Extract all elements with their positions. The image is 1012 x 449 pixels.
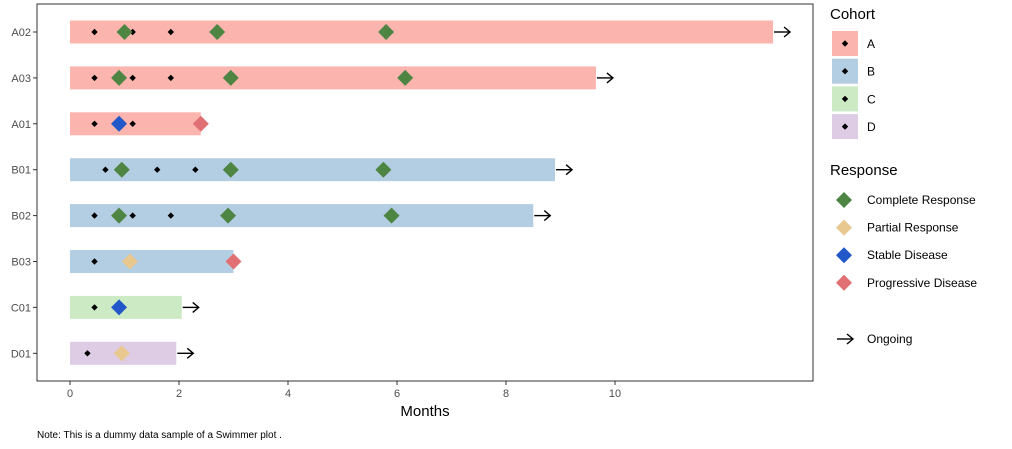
ongoing-arrow-C01 — [182, 301, 200, 313]
cohort-legend-item-B: B — [832, 58, 875, 84]
dose-marker-D01-0 — [84, 350, 91, 357]
cohort-legend-label-A: A — [867, 37, 875, 51]
response-legend-item-1: Partial Response — [836, 219, 959, 236]
response-marker-B02-0 — [111, 207, 128, 224]
dose-marker-B03-0 — [91, 258, 98, 265]
x-tick-label-2: 2 — [176, 388, 182, 400]
ongoing-legend-item: Ongoing — [837, 332, 912, 346]
dose-marker-A03-1 — [129, 74, 136, 82]
response-marker-B03-0 — [121, 253, 138, 270]
x-tick-label-4: 4 — [285, 388, 291, 400]
x-tick-label-8: 8 — [503, 388, 509, 400]
response-marker-D01-0 — [113, 345, 130, 362]
y-tick-label-A02: A02 — [11, 27, 31, 39]
response-marker-A03-1 — [222, 69, 239, 86]
cohort-legend-item-D: D — [832, 114, 876, 140]
cohort-legend-label-D: D — [867, 120, 876, 134]
response-marker-A02-2 — [378, 24, 395, 40]
cohort-legend-dose-key-A — [841, 40, 849, 47]
chart-note: Note: This is a dummy data sample of a S… — [37, 430, 282, 441]
response-legend-label-3: Progressive Disease — [867, 276, 977, 290]
ongoing-legend-label: Ongoing — [867, 332, 912, 346]
y-tick-label-D01: D01 — [11, 348, 31, 360]
y-tick-label-B01: B01 — [11, 165, 31, 177]
bar-B02 — [70, 204, 534, 228]
cohort-legend-label-B: B — [867, 65, 875, 79]
x-tick-label-0: 0 — [67, 388, 73, 400]
response-legend-item-3: Progressive Disease — [836, 274, 977, 291]
x-axis: 0 2 4 6 8 10 — [67, 381, 621, 400]
response-legend-item-2: Stable Disease — [836, 247, 948, 264]
response-legend-key-0 — [836, 192, 852, 208]
response-marker-C01-0 — [111, 299, 128, 316]
bar-A02 — [70, 20, 774, 44]
ongoing-arrow-D01 — [177, 347, 195, 359]
bar-B03 — [70, 250, 234, 273]
response-legend-label-2: Stable Disease — [867, 248, 948, 262]
dose-marker-A02-0 — [91, 28, 98, 36]
response-marker-A02-1 — [209, 24, 226, 40]
response-legend-item-0: Complete Response — [836, 192, 976, 208]
dose-marker-A02-2 — [167, 28, 175, 36]
dose-marker-B01-2 — [192, 166, 199, 173]
response-marker-B01-2 — [375, 161, 392, 178]
bar-A03 — [70, 66, 596, 90]
y-tick-label-B02: B02 — [11, 211, 31, 223]
dose-marker-A03-2 — [167, 74, 175, 82]
dose-marker-B01-0 — [102, 166, 109, 173]
dose-marker-A01-0 — [91, 120, 98, 127]
cohort-legend-title: Cohort — [830, 6, 876, 23]
response-marker-B01-0 — [113, 161, 130, 178]
dose-marker-B02-0 — [91, 212, 98, 219]
cohort-legend-item-A: A — [832, 31, 875, 56]
response-marker-B03-1 — [225, 253, 242, 270]
x-axis-title: Months — [400, 403, 449, 420]
response-legend-key-1 — [836, 219, 852, 236]
y-tick-label-B03: B03 — [11, 257, 31, 269]
response-legend-key-2 — [836, 247, 852, 264]
response-marker-A01-0 — [111, 115, 128, 132]
response-marker-B02-1 — [220, 207, 237, 224]
marks-layer — [84, 24, 792, 362]
dose-marker-B02-2 — [167, 212, 175, 219]
response-marker-A02-0 — [116, 24, 133, 40]
ongoing-arrow-A03 — [596, 72, 615, 84]
y-axis: A02 A03 A01 B01 B02 B03 C01 D01 — [11, 27, 37, 360]
response-legend-key-3 — [836, 274, 852, 291]
response-legend-label-1: Partial Response — [867, 221, 959, 235]
response-marker-A01-1 — [192, 115, 209, 132]
ongoing-legend-arrow — [837, 333, 855, 345]
y-tick-label-A01: A01 — [11, 119, 31, 131]
dose-marker-C01-0 — [91, 304, 98, 311]
cohort-legend-item-C: C — [832, 86, 876, 112]
bar-B01 — [70, 158, 556, 182]
ongoing-arrow-B02 — [534, 210, 552, 222]
response-marker-B01-1 — [222, 161, 239, 178]
cohort-legend-label-C: C — [867, 92, 876, 106]
dose-marker-A03-0 — [91, 74, 98, 82]
dose-marker-B01-1 — [154, 166, 161, 173]
response-marker-A03-2 — [397, 69, 414, 86]
dose-marker-A01-1 — [129, 120, 136, 127]
cohort-legend-dose-key-C — [841, 95, 849, 103]
y-tick-label-A03: A03 — [11, 73, 31, 85]
ongoing-arrow-B01 — [556, 164, 574, 176]
dose-marker-B02-1 — [129, 212, 136, 219]
bars-layer — [70, 20, 774, 365]
cohort-legend-dose-key-D — [841, 123, 849, 130]
y-tick-label-C01: C01 — [11, 302, 31, 314]
response-legend-title: Response — [830, 162, 898, 179]
response-legend-label-0: Complete Response — [867, 193, 976, 207]
x-tick-label-6: 6 — [394, 388, 400, 400]
cohort-legend-dose-key-B — [841, 68, 849, 75]
dose-marker-A02-1 — [129, 28, 136, 36]
response-marker-B02-2 — [383, 207, 400, 224]
panel-border — [36, 3, 814, 382]
ongoing-arrow-A02 — [774, 26, 792, 38]
x-tick-label-10: 10 — [609, 388, 621, 400]
response-marker-A03-0 — [111, 69, 128, 86]
